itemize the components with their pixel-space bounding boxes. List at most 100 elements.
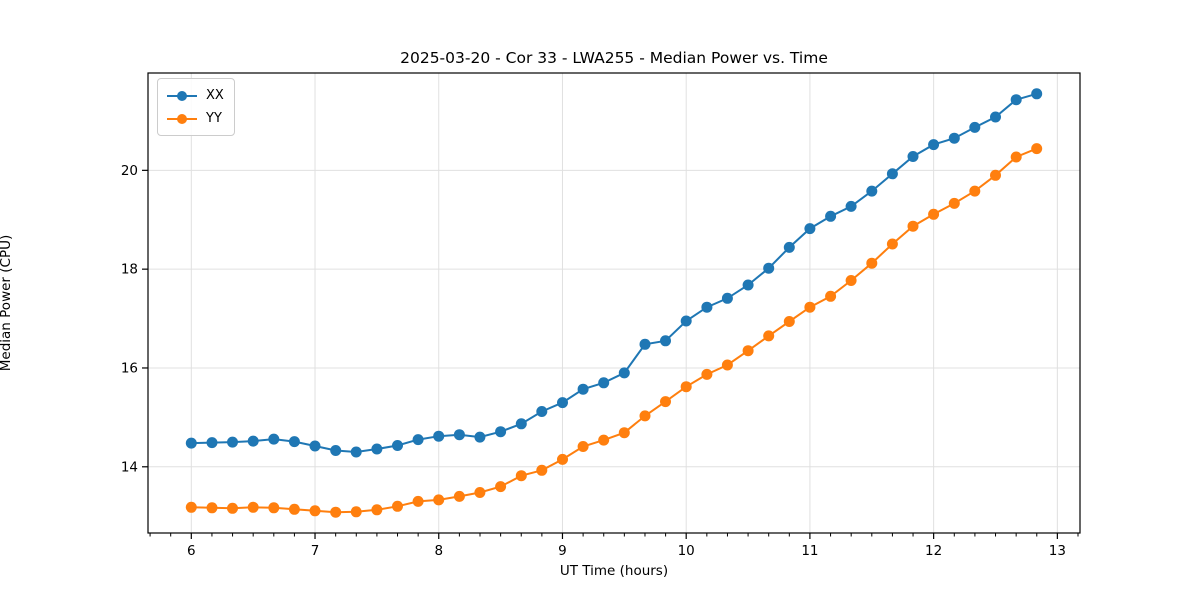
data-point-yy <box>948 197 960 209</box>
data-point-yy <box>660 396 671 408</box>
data-point-xx <box>1010 94 1022 106</box>
data-point-xx <box>288 436 300 448</box>
data-point-yy <box>309 505 321 517</box>
x-tick-label: 11 <box>801 543 818 559</box>
data-point-xx <box>1031 88 1043 100</box>
chart-title: 2025-03-20 - Cor 33 - LWA255 - Median Po… <box>400 49 828 67</box>
data-point-yy <box>330 506 342 518</box>
data-point-yy <box>557 453 568 465</box>
legend: XX YY <box>157 78 235 136</box>
data-point-yy <box>536 464 548 476</box>
data-point-yy <box>804 301 816 313</box>
legend-line-marker-yy-icon <box>167 113 197 124</box>
data-point-yy <box>515 470 527 482</box>
data-point-yy <box>618 427 630 439</box>
data-point-xx <box>804 223 816 235</box>
data-point-xx <box>577 383 589 395</box>
data-point-xx <box>763 262 775 274</box>
legend-line-marker-xx-icon <box>167 90 197 101</box>
data-point-xx <box>350 446 362 458</box>
data-point-xx <box>701 301 713 313</box>
data-point-yy <box>227 502 238 514</box>
data-point-xx <box>907 151 919 162</box>
data-point-yy <box>433 494 445 506</box>
data-point-yy <box>928 208 940 220</box>
data-point-xx <box>495 426 507 438</box>
data-point-yy <box>763 330 775 342</box>
data-point-yy <box>1031 143 1043 155</box>
data-point-yy <box>701 368 713 380</box>
data-point-xx <box>412 434 424 446</box>
plot-border <box>147 72 1081 534</box>
data-point-yy <box>268 502 280 514</box>
data-point-xx <box>742 279 754 291</box>
data-point-xx <box>639 338 651 350</box>
data-point-xx <box>536 406 548 417</box>
data-point-yy <box>1010 151 1022 163</box>
data-point-xx <box>598 377 610 389</box>
data-point-yy <box>990 169 1001 181</box>
y-tick-label: 18 <box>121 262 138 278</box>
data-point-xx <box>886 168 898 180</box>
data-point-yy <box>371 504 383 516</box>
data-point-xx <box>969 121 981 133</box>
data-point-yy <box>206 502 218 514</box>
x-tick-label: 6 <box>187 543 196 559</box>
y-tick-label: 14 <box>121 459 138 475</box>
data-point-xx <box>825 210 837 222</box>
data-point-yy <box>639 410 651 422</box>
series-line-yy <box>191 147 1038 514</box>
data-point-xx <box>185 437 197 449</box>
x-axis-label: UT Time (hours) <box>559 563 669 579</box>
data-point-xx <box>618 367 630 379</box>
data-point-xx <box>928 139 940 151</box>
x-tick-label: 7 <box>311 543 320 559</box>
data-point-yy <box>598 434 610 446</box>
data-point-xx <box>309 440 321 452</box>
data-point-yy <box>721 359 733 371</box>
legend-label-xx: XX <box>206 88 224 103</box>
data-point-yy <box>288 503 300 515</box>
data-point-yy <box>845 275 857 286</box>
data-point-yy <box>825 290 837 302</box>
legend-label-yy: YY <box>206 111 222 126</box>
data-point-xx <box>557 397 568 409</box>
data-point-yy <box>392 500 403 512</box>
data-point-xx <box>866 185 878 197</box>
data-point-xx <box>227 436 238 448</box>
x-tick-label: 8 <box>434 543 443 559</box>
data-point-yy <box>247 501 259 513</box>
data-point-yy <box>907 220 919 232</box>
data-point-yy <box>577 441 589 452</box>
data-point-xx <box>680 315 692 327</box>
data-point-xx <box>660 335 671 347</box>
data-point-yy <box>495 481 507 493</box>
series-line-xx <box>191 92 1037 454</box>
x-tick-label: 10 <box>678 543 695 559</box>
y-axis-label: Median Power (CPU) <box>0 234 14 372</box>
data-point-yy <box>866 257 878 269</box>
legend-item-yy: YY <box>166 107 224 130</box>
data-point-xx <box>247 435 259 447</box>
data-point-xx <box>845 200 857 212</box>
x-tick-label: 12 <box>925 543 942 559</box>
data-point-xx <box>721 292 733 304</box>
data-point-xx <box>783 241 795 253</box>
data-point-xx <box>453 429 465 441</box>
data-point-xx <box>330 445 342 456</box>
data-point-yy <box>680 381 692 393</box>
x-tick-label: 13 <box>1049 543 1066 559</box>
data-point-xx <box>474 431 486 443</box>
data-point-yy <box>783 316 795 327</box>
data-point-xx <box>206 437 218 449</box>
data-point-xx <box>268 433 280 445</box>
data-point-yy <box>742 345 754 357</box>
y-tick-label: 20 <box>121 163 138 179</box>
y-tick-label: 16 <box>121 360 138 376</box>
x-tick-label: 9 <box>558 543 567 559</box>
data-point-yy <box>886 238 898 250</box>
data-point-yy <box>350 506 362 518</box>
data-point-xx <box>433 430 445 442</box>
